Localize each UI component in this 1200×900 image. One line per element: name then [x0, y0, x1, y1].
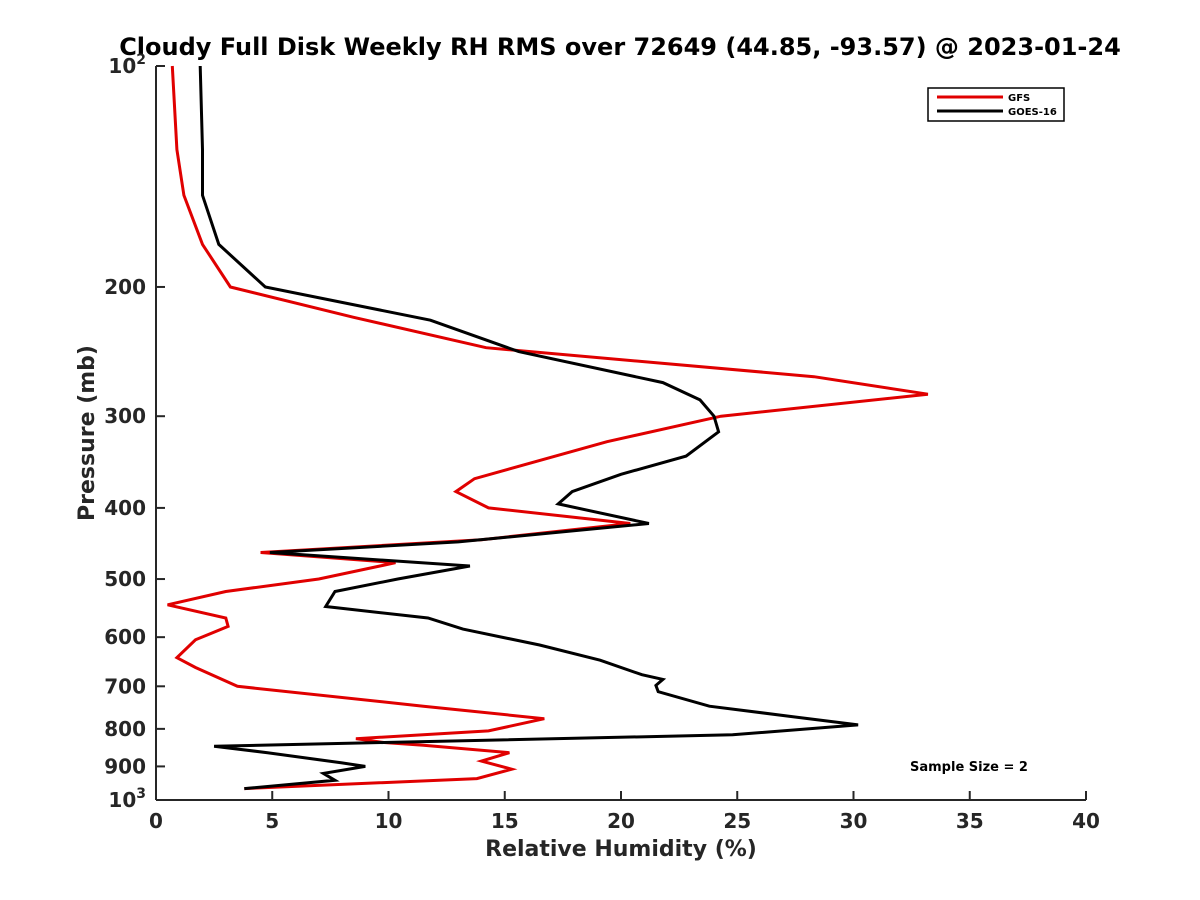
- y-tick-label: 600: [104, 625, 146, 649]
- y-tick-label: 800: [104, 717, 146, 741]
- series-lines: [167, 65, 929, 791]
- y-tick-label: 500: [104, 567, 146, 591]
- x-axis-label: Relative Humidity (%): [485, 837, 757, 862]
- y-tick-label: 900: [104, 754, 146, 778]
- x-tick-label: 15: [491, 809, 519, 833]
- series-line-goes16: [198, 65, 859, 791]
- x-tick-label: 30: [840, 809, 868, 833]
- sample-size-annotation: Sample Size = 2: [910, 760, 1028, 775]
- y-axis-label: Pressure (mb): [75, 345, 100, 521]
- y-ticks: 102 200 300 400 500 600 700 800 900 103: [104, 52, 165, 812]
- x-tick-label: 25: [723, 809, 751, 833]
- x-tick-label: 40: [1072, 809, 1100, 833]
- legend-label-goes16: GOES-16: [1008, 107, 1057, 118]
- x-tick-label: 10: [375, 809, 403, 833]
- x-tick-label: 5: [265, 809, 279, 833]
- y-tick-label: 103: [108, 786, 146, 812]
- legend-label-gfs: GFS: [1008, 93, 1030, 104]
- y-tick-label: 102: [108, 52, 146, 78]
- x-tick-label: 20: [607, 809, 635, 833]
- y-tick-label: 400: [104, 496, 146, 520]
- x-ticks: 0 5 10 15 20 25 30 35 40: [149, 791, 1100, 833]
- legend: GFS GOES-16: [927, 87, 1065, 122]
- y-tick-label: 300: [104, 404, 146, 428]
- y-tick-label: 200: [104, 275, 146, 299]
- chart-title: Cloudy Full Disk Weekly RH RMS over 7264…: [119, 33, 1121, 61]
- x-tick-label: 0: [149, 809, 163, 833]
- y-tick-label: 700: [104, 674, 146, 698]
- legend-box: [927, 87, 1065, 122]
- x-tick-label: 35: [956, 809, 984, 833]
